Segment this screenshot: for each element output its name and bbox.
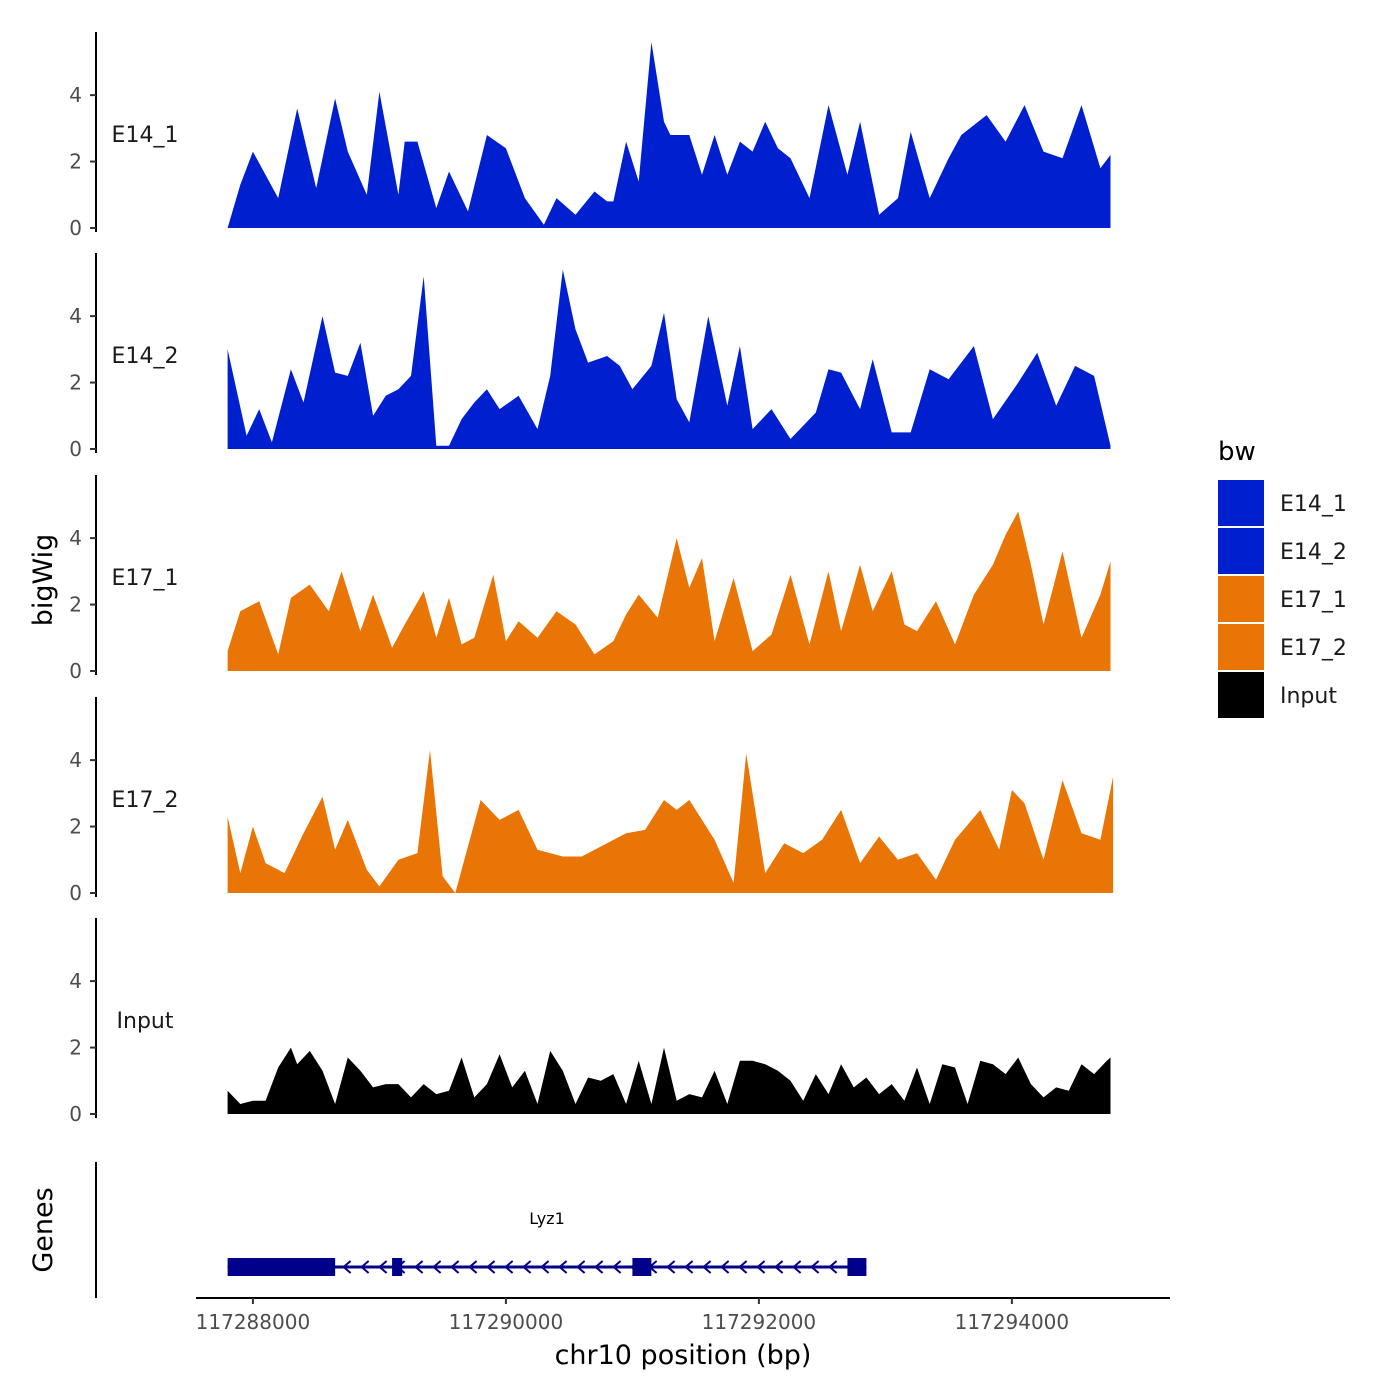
x-tick-label: 117292000: [702, 1310, 817, 1334]
legend-label: Input: [1280, 684, 1337, 709]
strand-arrow: [666, 1260, 676, 1274]
gene-exon: [632, 1258, 652, 1276]
strand-arrow: [342, 1260, 352, 1274]
legend-swatch: [1218, 528, 1264, 574]
strand-arrow: [774, 1260, 784, 1274]
track-label: E14_1: [112, 123, 179, 148]
legend-swatch: [1218, 576, 1264, 622]
strand-arrow: [810, 1260, 820, 1274]
legend-label: E17_1: [1280, 588, 1347, 613]
track-label: E17_1: [112, 566, 179, 591]
track-input: 0 2 4 Input: [69, 918, 1111, 1126]
x-axis-title: chr10 position (bp): [555, 1340, 812, 1371]
strand-arrow: [360, 1260, 370, 1274]
strand-arrow: [792, 1260, 802, 1274]
strand-arrow: [702, 1260, 712, 1274]
x-tick-label: 117288000: [196, 1310, 311, 1334]
x-axis: 117288000 117290000 117292000 117294000 chr…: [196, 1297, 1170, 1371]
strand-arrow: [432, 1260, 442, 1274]
y-tick-label: 4: [69, 526, 82, 550]
y-tick-label: 0: [69, 881, 82, 905]
gene-panel: Lyz1: [95, 1162, 867, 1298]
strand-arrow: [468, 1260, 478, 1274]
x-tick-label: 117290000: [449, 1310, 564, 1334]
y-tick-label: 2: [69, 815, 82, 839]
strand-arrow: [378, 1260, 388, 1274]
area-e17-2: [227, 750, 1114, 893]
x-tick-label: 117294000: [955, 1310, 1070, 1334]
gene-exon: [227, 1258, 336, 1276]
legend-label: E14_2: [1280, 540, 1347, 565]
gene-label: Lyz1: [529, 1209, 565, 1228]
track-e14-2: 0 2 4 E14_2: [69, 253, 1111, 461]
legend-label: E17_2: [1280, 636, 1347, 661]
y-tick-label: 0: [69, 659, 82, 683]
y-tick-label: 4: [69, 304, 82, 328]
strand-arrow: [612, 1260, 622, 1274]
y-tick-label: 4: [69, 969, 82, 993]
y-tick-label: 0: [69, 216, 82, 240]
y-tick-label: 2: [69, 593, 82, 617]
legend-items: E14_1 E14_2 E17_1 E17_2 Input: [1218, 480, 1347, 718]
area-input: [227, 1047, 1111, 1114]
y-tick-label: 0: [69, 437, 82, 461]
strand-arrow: [738, 1260, 748, 1274]
strand-arrow: [828, 1260, 838, 1274]
legend-swatch: [1218, 672, 1264, 718]
strand-arrow: [594, 1260, 604, 1274]
y-tick-label: 4: [69, 83, 82, 107]
track-label: Input: [117, 1009, 174, 1034]
legend-swatch: [1218, 480, 1264, 526]
strand-arrow: [414, 1260, 424, 1274]
area-e14-1: [227, 42, 1111, 228]
area-e14-2: [227, 269, 1111, 449]
gene-model: [227, 1258, 867, 1276]
y-tick-label: 4: [69, 748, 82, 772]
track-e17-2: 0 2 4 E17_2: [69, 697, 1114, 905]
y-tick-label: 2: [69, 1036, 82, 1060]
strand-arrow: [540, 1260, 550, 1274]
y-axis-title: bigWig: [28, 534, 59, 627]
track-label: E14_2: [112, 344, 179, 369]
legend-label: E14_1: [1280, 492, 1347, 517]
legend-title: bw: [1218, 437, 1256, 467]
area-e17-1: [227, 511, 1111, 671]
legend: bw E14_1 E14_2 E17_1 E17_2 Input: [1218, 437, 1347, 718]
legend-swatch: [1218, 624, 1264, 670]
y-tick-label: 2: [69, 371, 82, 395]
y-tick-label: 0: [69, 1102, 82, 1126]
strand-arrow: [756, 1260, 766, 1274]
strand-arrow: [504, 1260, 514, 1274]
gene-axis-title: Genes: [28, 1187, 59, 1272]
track-e14-1: 0 2 4 E14_1: [69, 32, 1111, 240]
strand-arrow: [576, 1260, 586, 1274]
strand-arrow: [522, 1260, 532, 1274]
strand-arrow: [720, 1260, 730, 1274]
track-e17-1: 0 2 4 E17_1: [69, 475, 1111, 683]
gene-exon: [847, 1258, 867, 1276]
y-tick-label: 2: [69, 150, 82, 174]
strand-arrow: [558, 1260, 568, 1274]
strand-arrow: [684, 1260, 694, 1274]
track-label: E17_2: [112, 788, 179, 813]
x-ticks: 117288000 117290000 117292000 117294000: [196, 1298, 1069, 1334]
track-panels: 0 2 4 E14_1 0 2 4 E14_2 0 2 4 E17_1 0 2 4 E17_2 0 2 4 Input: [69, 32, 1114, 1126]
gene-exon: [392, 1258, 403, 1276]
strand-arrow: [450, 1260, 460, 1274]
strand-arrow: [486, 1260, 496, 1274]
